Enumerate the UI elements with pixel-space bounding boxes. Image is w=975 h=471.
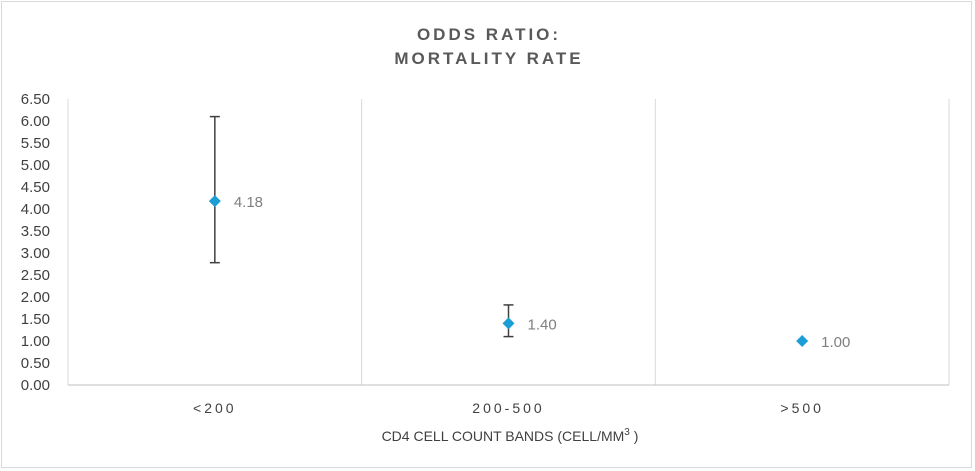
title-line: MORTALITY RATE (394, 49, 583, 68)
y-tick-label: 6.50 (21, 91, 50, 108)
x-category-label: <200 (193, 400, 237, 416)
y-tick-label: 5.50 (21, 135, 50, 152)
y-tick-label: 2.50 (21, 267, 50, 284)
y-tick-label: 4.50 (21, 179, 50, 196)
y-tick-label: 3.00 (21, 245, 50, 262)
chart-title: ODDS RATIO: MORTALITY RATE (394, 25, 583, 68)
y-tick-label: 0.50 (21, 355, 50, 372)
data-point-marker (502, 317, 515, 330)
x-category-label: >500 (780, 400, 824, 416)
data-point-marker (208, 195, 221, 208)
y-tick-label: 2.00 (21, 289, 50, 306)
y-axis-ticks: 0.00 0.50 1.00 1.50 2.00 2.50 3.00 3.50 4.00 4.50… (21, 91, 50, 394)
y-tick-label: 6.00 (21, 113, 50, 130)
data-label: 1.00 (821, 334, 850, 351)
y-tick-label: 4.00 (21, 201, 50, 218)
data-points (208, 195, 809, 347)
x-category-label: 200-500 (472, 400, 544, 416)
data-label: 1.40 (528, 316, 557, 333)
y-tick-label: 1.00 (21, 333, 50, 350)
y-tick-label: 3.50 (21, 223, 50, 240)
data-point-marker (796, 335, 809, 347)
category-gridlines (67, 99, 950, 385)
x-axis-categories: <200 200-500 >500 (193, 400, 824, 416)
x-axis-label: CD4 CELL COUNT BANDS (CELL/MM3 ) (382, 427, 639, 444)
y-tick-label: 5.00 (21, 157, 50, 174)
y-tick-label: 0.00 (21, 377, 50, 394)
data-labels: 4.18 1.40 1.00 (234, 194, 851, 351)
data-label: 4.18 (234, 194, 263, 211)
title-line: ODDS RATIO: (417, 25, 561, 44)
y-tick-label: 1.50 (21, 311, 50, 328)
